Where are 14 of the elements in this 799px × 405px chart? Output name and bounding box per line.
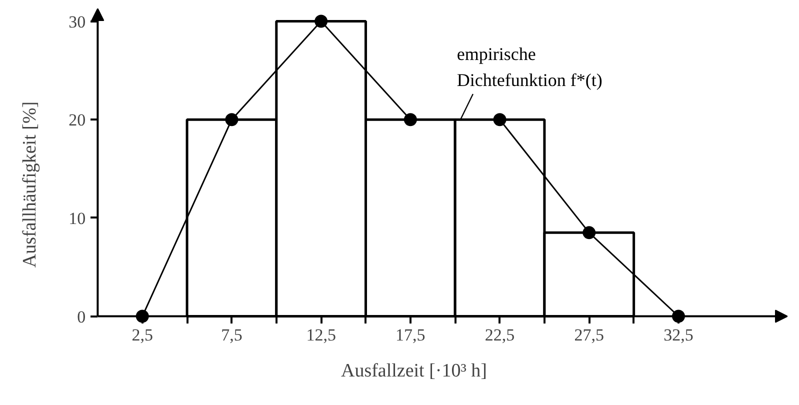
x-tick-label: 32,5 bbox=[664, 325, 694, 344]
x-tick-label: 2,5 bbox=[132, 325, 153, 344]
y-tick-label: 30 bbox=[68, 12, 86, 32]
x-tick-label: 12,5 bbox=[306, 325, 336, 344]
annotation: empirische Dichtefunktion f*(t) bbox=[456, 44, 602, 90]
y-tick-label: 10 bbox=[68, 208, 86, 228]
y-tick-label: 20 bbox=[68, 110, 86, 130]
y-tick-label: 0 bbox=[77, 307, 86, 326]
x-tick-label: 7,5 bbox=[221, 325, 242, 344]
x-tick-label: 22,5 bbox=[484, 325, 515, 344]
x-tick-label: 17,5 bbox=[396, 325, 426, 344]
y-axis-title: Ausfallhäufigkeit [%] bbox=[20, 101, 40, 268]
x-axis-title: Ausfallzeit [·10³ h] bbox=[340, 360, 488, 382]
x-tick-label: 27,5 bbox=[574, 325, 604, 344]
